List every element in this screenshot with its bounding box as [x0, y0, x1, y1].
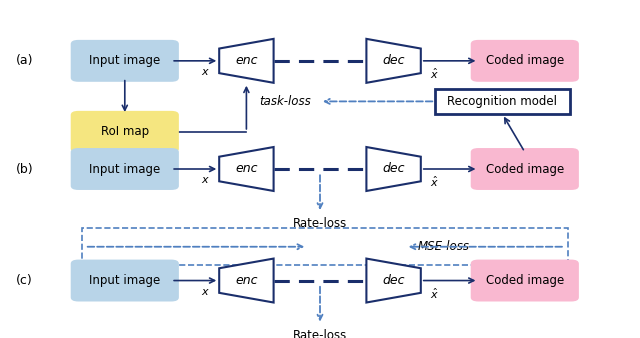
Bar [435, 89, 570, 114]
FancyBboxPatch shape [471, 148, 579, 190]
FancyBboxPatch shape [71, 111, 179, 153]
Text: (b): (b) [16, 163, 34, 175]
Text: Input image: Input image [89, 163, 161, 175]
Polygon shape [366, 147, 421, 191]
FancyBboxPatch shape [71, 148, 179, 190]
Polygon shape [219, 147, 274, 191]
Text: $x$: $x$ [201, 287, 209, 297]
Text: (a): (a) [16, 54, 33, 67]
Polygon shape [219, 39, 274, 83]
Text: Input image: Input image [89, 54, 161, 67]
Text: $\hat{x}$: $\hat{x}$ [431, 67, 439, 81]
Text: dec: dec [382, 274, 405, 287]
Text: enc: enc [235, 163, 258, 175]
Text: Rate-loss: Rate-loss [293, 329, 347, 338]
Text: Coded image: Coded image [486, 54, 564, 67]
Text: Rate-loss: Rate-loss [293, 217, 347, 230]
Text: Coded image: Coded image [486, 163, 564, 175]
Text: Recognition model: Recognition model [447, 95, 557, 108]
Polygon shape [219, 259, 274, 303]
Text: task-loss: task-loss [259, 95, 310, 108]
Polygon shape [366, 259, 421, 303]
Text: enc: enc [235, 54, 258, 67]
Text: (c): (c) [16, 274, 33, 287]
Text: RoI map: RoI map [100, 125, 149, 138]
Text: $x$: $x$ [201, 67, 209, 77]
Bar [82, 228, 568, 265]
Text: MSE-loss: MSE-loss [418, 240, 470, 253]
Text: $x$: $x$ [201, 175, 209, 185]
Text: Coded image: Coded image [486, 274, 564, 287]
Text: dec: dec [382, 163, 405, 175]
FancyBboxPatch shape [71, 260, 179, 301]
FancyBboxPatch shape [471, 260, 579, 301]
Text: dec: dec [382, 54, 405, 67]
Polygon shape [366, 39, 421, 83]
FancyBboxPatch shape [71, 40, 179, 82]
Text: enc: enc [235, 274, 258, 287]
Text: Input image: Input image [89, 274, 161, 287]
Text: $\hat{x}$: $\hat{x}$ [431, 175, 439, 190]
FancyBboxPatch shape [471, 40, 579, 82]
Text: $\hat{x}$: $\hat{x}$ [431, 287, 439, 301]
